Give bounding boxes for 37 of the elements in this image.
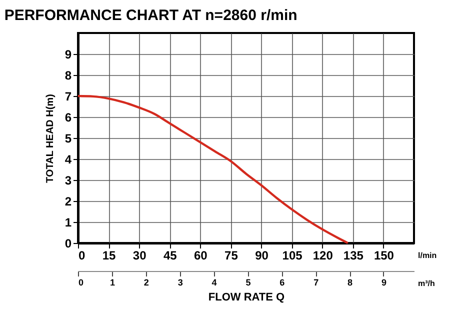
x2-tick-label: 5 xyxy=(246,278,251,288)
x-tick-label: 75 xyxy=(224,248,238,262)
x-tick-label: 150 xyxy=(374,248,394,262)
text: m³/h xyxy=(418,279,435,288)
x2-tick-label: 9 xyxy=(381,278,386,288)
x-tick-label: 15 xyxy=(102,248,116,262)
chart-title: PERFORMANCE CHART AT n=2860 r/min xyxy=(4,7,298,24)
y-tick-label: 6 xyxy=(64,110,72,124)
x2-tick-label: 7 xyxy=(314,278,319,288)
x-axis-title: FLOW RATE Q xyxy=(208,292,286,304)
x-tick-label: 45 xyxy=(163,248,178,262)
text: l/min xyxy=(418,251,437,260)
line-series xyxy=(76,94,349,244)
y-tick-label: 0 xyxy=(64,236,72,250)
x-tick-label: 30 xyxy=(132,248,147,262)
y-tick-label: 8 xyxy=(64,68,72,82)
x-tick-label: 105 xyxy=(282,248,303,262)
y-tick-label: 2 xyxy=(64,194,72,208)
y-tick-label: 3 xyxy=(64,174,72,188)
x2-tick-label: 0 xyxy=(78,278,84,288)
y-tick-label: 9 xyxy=(64,48,72,62)
x-tick-label: 120 xyxy=(312,248,334,262)
x2-tick-label: 4 xyxy=(212,278,217,288)
x2-tick-label: 1 xyxy=(110,278,115,288)
x2-tick-label: 2 xyxy=(144,278,149,288)
x2-tick-label: 6 xyxy=(280,278,285,288)
x-tick-label: 60 xyxy=(194,248,208,262)
x-tick-label: 135 xyxy=(343,248,364,262)
y-tick-label: 5 xyxy=(64,132,72,146)
y-tick-label: 1 xyxy=(64,216,72,230)
x2-tick-label: 8 xyxy=(348,278,353,288)
y-tick-label: 4 xyxy=(64,152,72,166)
x-tick-label: 0 xyxy=(78,248,86,262)
y-axis-title: TOTAL HEAD H(m) xyxy=(44,94,56,183)
x-tick-label: 90 xyxy=(255,248,269,262)
x2-tick-label: 3 xyxy=(178,278,183,288)
y-tick-label: 7 xyxy=(64,90,72,104)
